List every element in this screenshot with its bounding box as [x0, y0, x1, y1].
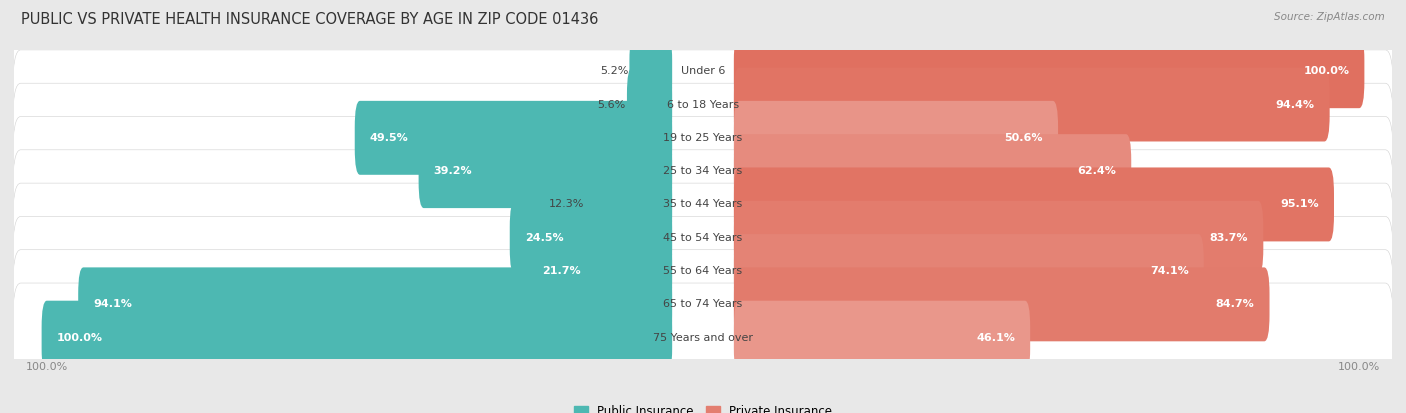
Text: 95.1%: 95.1% [1281, 199, 1319, 209]
Text: 74.1%: 74.1% [1150, 266, 1188, 276]
Text: 21.7%: 21.7% [543, 266, 581, 276]
Text: 25 to 34 Years: 25 to 34 Years [664, 166, 742, 176]
Text: 62.4%: 62.4% [1077, 166, 1116, 176]
Text: 49.5%: 49.5% [370, 133, 409, 143]
FancyBboxPatch shape [42, 301, 672, 375]
Text: 94.1%: 94.1% [93, 299, 132, 309]
Text: 84.7%: 84.7% [1216, 299, 1254, 309]
Text: 83.7%: 83.7% [1209, 233, 1249, 243]
Text: 100.0%: 100.0% [56, 332, 103, 343]
FancyBboxPatch shape [734, 201, 1264, 275]
Text: 65 to 74 Years: 65 to 74 Years [664, 299, 742, 309]
FancyBboxPatch shape [734, 68, 1330, 142]
FancyBboxPatch shape [354, 101, 672, 175]
FancyBboxPatch shape [13, 183, 1393, 292]
Legend: Public Insurance, Private Insurance: Public Insurance, Private Insurance [571, 401, 835, 413]
FancyBboxPatch shape [79, 267, 672, 341]
Text: 6 to 18 Years: 6 to 18 Years [666, 100, 740, 109]
Text: 19 to 25 Years: 19 to 25 Years [664, 133, 742, 143]
FancyBboxPatch shape [13, 50, 1393, 159]
FancyBboxPatch shape [13, 283, 1393, 392]
FancyBboxPatch shape [13, 216, 1393, 326]
FancyBboxPatch shape [419, 134, 672, 208]
Text: 94.4%: 94.4% [1275, 100, 1315, 109]
Text: PUBLIC VS PRIVATE HEALTH INSURANCE COVERAGE BY AGE IN ZIP CODE 01436: PUBLIC VS PRIVATE HEALTH INSURANCE COVER… [21, 12, 599, 27]
FancyBboxPatch shape [734, 301, 1031, 375]
FancyBboxPatch shape [734, 101, 1059, 175]
Text: 46.1%: 46.1% [976, 332, 1015, 343]
Text: 5.2%: 5.2% [600, 66, 628, 76]
Text: 12.3%: 12.3% [548, 199, 583, 209]
FancyBboxPatch shape [734, 134, 1132, 208]
Text: 45 to 54 Years: 45 to 54 Years [664, 233, 742, 243]
Text: Under 6: Under 6 [681, 66, 725, 76]
FancyBboxPatch shape [13, 116, 1393, 226]
Text: 50.6%: 50.6% [1004, 133, 1043, 143]
FancyBboxPatch shape [13, 250, 1393, 359]
FancyBboxPatch shape [510, 201, 672, 275]
FancyBboxPatch shape [734, 167, 1334, 242]
Text: 39.2%: 39.2% [433, 166, 472, 176]
FancyBboxPatch shape [734, 267, 1270, 341]
FancyBboxPatch shape [13, 150, 1393, 259]
Text: 5.6%: 5.6% [598, 100, 626, 109]
FancyBboxPatch shape [630, 34, 672, 108]
FancyBboxPatch shape [13, 83, 1393, 192]
Text: 100.0%: 100.0% [1303, 66, 1350, 76]
FancyBboxPatch shape [585, 167, 672, 242]
Text: 75 Years and over: 75 Years and over [652, 332, 754, 343]
FancyBboxPatch shape [734, 34, 1364, 108]
Text: Source: ZipAtlas.com: Source: ZipAtlas.com [1274, 12, 1385, 22]
Text: 55 to 64 Years: 55 to 64 Years [664, 266, 742, 276]
FancyBboxPatch shape [527, 234, 672, 308]
FancyBboxPatch shape [13, 17, 1393, 126]
Text: 35 to 44 Years: 35 to 44 Years [664, 199, 742, 209]
FancyBboxPatch shape [734, 234, 1204, 308]
FancyBboxPatch shape [627, 68, 672, 142]
Text: 24.5%: 24.5% [524, 233, 564, 243]
